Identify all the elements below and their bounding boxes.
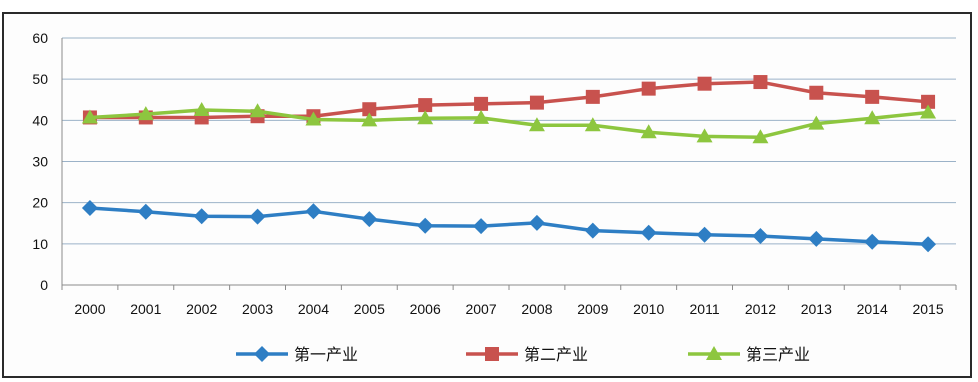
legend-marker: [706, 346, 722, 360]
x-tick-label-2008: 2008: [521, 301, 552, 317]
series-line-2: [89, 80, 929, 120]
x-tick-label-2014: 2014: [857, 301, 888, 317]
x-tick-label-2000: 2000: [74, 301, 105, 317]
data-point-2-2015: [921, 94, 936, 109]
y-tick-label: 0: [40, 277, 48, 293]
data-point-3-2010: [640, 124, 657, 139]
x-tick-label-2012: 2012: [745, 301, 776, 317]
data-point-1-2013: [808, 230, 825, 247]
data-point-1-2010: [640, 224, 657, 241]
data-point-1-2000: [81, 200, 98, 217]
legend: 第一产业 第二产业 第三产业: [236, 345, 810, 364]
legend-marker: [254, 346, 270, 362]
y-tick-label: 10: [32, 236, 48, 252]
y-tick-label: 30: [32, 154, 48, 170]
data-point-2-2008: [529, 95, 544, 110]
data-point-2-2010: [641, 81, 656, 96]
data-point-1-2014: [864, 233, 881, 250]
line-chart: 0 10 20 30 40 50 60 2000 2001 2002 2003 2004 2005 200…: [32, 30, 957, 364]
x-tick-label-2001: 2001: [130, 301, 161, 317]
axes: 0 10 20 30 40 50 60 2000 2001 2002 2003 2004 2005 200…: [32, 30, 957, 317]
data-point-1-2002: [193, 208, 210, 225]
legend-item-2: 第二产业: [466, 345, 588, 364]
legend-label: 第三产业: [746, 345, 810, 364]
x-tick-label-2005: 2005: [354, 301, 385, 317]
legend-marker: [485, 347, 499, 361]
y-tick-label: 50: [32, 71, 48, 87]
data-point-2-2012: [753, 75, 768, 90]
x-tick-label-2004: 2004: [298, 301, 329, 317]
data-point-3-2012: [752, 129, 769, 144]
data-point-3-2003: [249, 103, 266, 118]
legend-label: 第二产业: [524, 345, 588, 364]
series-1: [81, 200, 937, 253]
legend-item-1: 第一产业: [236, 345, 358, 364]
legend-label: 第一产业: [294, 345, 358, 364]
data-point-1-2015: [920, 236, 937, 253]
data-point-2-2011: [697, 76, 712, 91]
data-point-1-2007: [473, 218, 490, 235]
data-point-1-2001: [137, 203, 154, 220]
data-point-1-2011: [696, 226, 713, 243]
data-point-1-2005: [361, 211, 378, 228]
series-2: [82, 75, 936, 125]
data-point-3-2005: [361, 112, 378, 127]
x-tick-label-2007: 2007: [465, 301, 496, 317]
x-tick-label-2010: 2010: [633, 301, 664, 317]
x-tick-label-2006: 2006: [410, 301, 441, 317]
data-point-3-2008: [528, 117, 545, 132]
data-point-1-2012: [752, 228, 769, 245]
data-point-3-2001: [137, 106, 154, 121]
data-point-3-2013: [808, 115, 825, 130]
x-tick-label-2009: 2009: [577, 301, 608, 317]
data-point-2-2005: [362, 102, 377, 117]
data-point-3-2004: [305, 111, 322, 126]
data-point-2-2006: [418, 98, 433, 113]
data-point-3-2006: [417, 110, 434, 125]
x-tick-label-2011: 2011: [690, 301, 720, 317]
data-point-3-2014: [864, 110, 881, 125]
x-tick-label-2015: 2015: [912, 301, 943, 317]
x-tick-label-2013: 2013: [801, 301, 832, 317]
data-point-3-2007: [473, 109, 490, 124]
series-line-1: [89, 206, 929, 246]
y-tick-label: 40: [32, 112, 48, 128]
data-point-2-2014: [865, 89, 880, 104]
x-tick-label-2002: 2002: [186, 301, 217, 317]
data-point-3-2002: [193, 102, 210, 117]
y-tick-label: 60: [32, 30, 48, 46]
data-point-3-2009: [584, 117, 601, 132]
data-point-1-2003: [249, 208, 266, 225]
data-point-2-2009: [585, 89, 600, 104]
chart-frame: 0 10 20 30 40 50 60 2000 2001 2002 2003 2004 2005 200…: [2, 12, 972, 378]
y-tick-label: 20: [32, 195, 48, 211]
data-point-1-2009: [584, 222, 601, 239]
data-point-1-2004: [305, 203, 322, 220]
data-point-2-2013: [809, 85, 824, 100]
series-3: [81, 102, 937, 144]
gridlines: [62, 37, 956, 286]
data-point-1-2008: [528, 214, 545, 231]
data-point-2-2007: [474, 96, 489, 111]
data-point-3-2011: [696, 128, 713, 143]
data-point-3-2000: [81, 109, 98, 124]
series-line-3: [89, 108, 929, 139]
x-tick-label-2003: 2003: [242, 301, 273, 317]
data-point-1-2006: [417, 217, 434, 234]
legend-item-3: 第三产业: [688, 345, 810, 364]
series-lines: [81, 75, 937, 253]
data-point-3-2015: [920, 104, 937, 119]
